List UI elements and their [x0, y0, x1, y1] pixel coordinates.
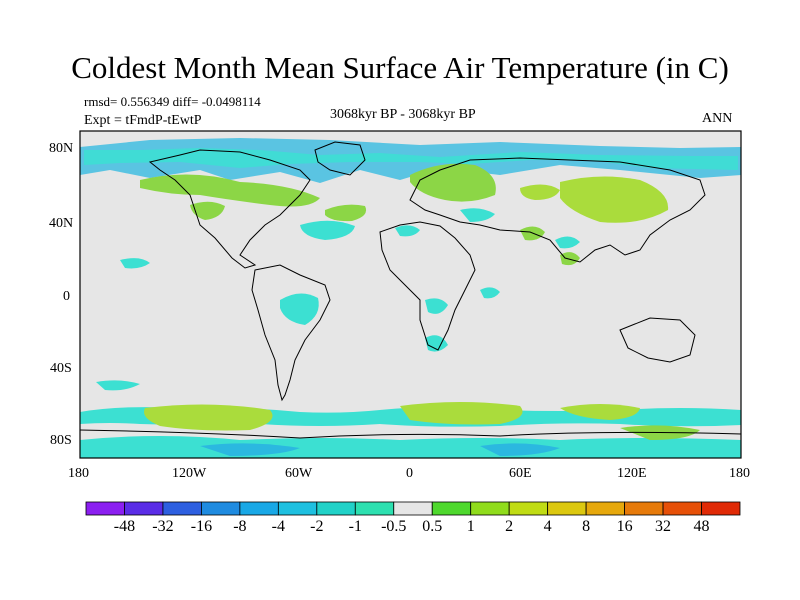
- colorbar-label: -32: [152, 518, 174, 535]
- colorbar-label: 48: [693, 518, 710, 535]
- lon-tick-180w: 180: [68, 466, 89, 481]
- colorbar-label: -4: [271, 518, 286, 535]
- greenland-outline: [314, 141, 366, 176]
- colorbar-label: -8: [233, 518, 247, 535]
- lon-tick-60e: 60E: [509, 466, 532, 481]
- colorbar-swatch: [701, 501, 741, 516]
- colorbar-swatch: [124, 501, 164, 516]
- colorbar-swatch: [162, 501, 202, 516]
- colorbar: [85, 501, 741, 516]
- south-america-outline: [251, 264, 331, 402]
- lon-tick-0: 0: [406, 466, 413, 481]
- colorbar-label: -0.5: [381, 518, 407, 535]
- colorbar-swatch: [316, 501, 356, 516]
- lon-tick-120e: 120E: [617, 466, 647, 481]
- colorbar-swatch: [201, 501, 241, 516]
- australia-outline: [619, 317, 696, 363]
- stats-text: rmsd= 0.556349 diff= -0.0498114: [84, 94, 261, 109]
- map-frame: [79, 130, 742, 459]
- colorbar-swatch: [393, 501, 433, 516]
- eurasia-outline: [409, 157, 706, 263]
- north-america-outline: [148, 149, 311, 269]
- colorbar-swatch: [277, 501, 318, 516]
- antarctica-outline: [79, 429, 742, 439]
- colorbar-label: 0.5: [422, 518, 443, 535]
- season-label: ANN: [702, 111, 733, 126]
- lat-tick-0: 0: [63, 289, 70, 304]
- africa-outline: [379, 221, 476, 351]
- colorbar-label: 8: [582, 518, 591, 535]
- period-label: 3068kyr BP - 3068kyr BP: [330, 107, 476, 122]
- colorbar-swatch: [239, 501, 279, 516]
- colorbar-label: -1: [348, 518, 362, 535]
- colorbar-swatch: [85, 501, 125, 516]
- lat-tick-80n: 80N: [49, 141, 74, 156]
- coastlines: [79, 141, 742, 439]
- anomaly-fields: [80, 138, 741, 458]
- colorbar-label: 16: [616, 518, 633, 535]
- colorbar-swatch: [585, 501, 625, 516]
- colorbar-swatch: [547, 501, 587, 516]
- experiment-label: Expt = tFmdP-tEwtP: [84, 113, 202, 128]
- lon-tick-120w: 120W: [172, 466, 207, 481]
- colorbar-label: 32: [655, 518, 672, 535]
- lon-tick-60w: 60W: [285, 466, 313, 481]
- colorbar-label: -16: [190, 518, 213, 535]
- colorbar-swatch: [431, 501, 472, 516]
- colorbar-label: 4: [543, 518, 552, 535]
- colorbar-label: -48: [113, 518, 136, 535]
- lat-tick-40n: 40N: [49, 216, 74, 231]
- colorbar-label: 1: [466, 518, 475, 535]
- colorbar-swatch: [624, 501, 664, 516]
- chart-title: Coldest Month Mean Surface Air Temperatu…: [71, 50, 729, 85]
- colorbar-swatch: [662, 501, 702, 516]
- colorbar-label: -2: [310, 518, 324, 535]
- colorbar-swatch: [508, 501, 549, 516]
- lat-tick-40s: 40S: [50, 361, 72, 376]
- colorbar-label: 2: [505, 518, 514, 535]
- lon-tick-180e: 180: [729, 466, 750, 481]
- colorbar-swatch: [354, 501, 395, 516]
- colorbar-swatch: [470, 501, 510, 516]
- lat-tick-80s: 80S: [50, 433, 72, 448]
